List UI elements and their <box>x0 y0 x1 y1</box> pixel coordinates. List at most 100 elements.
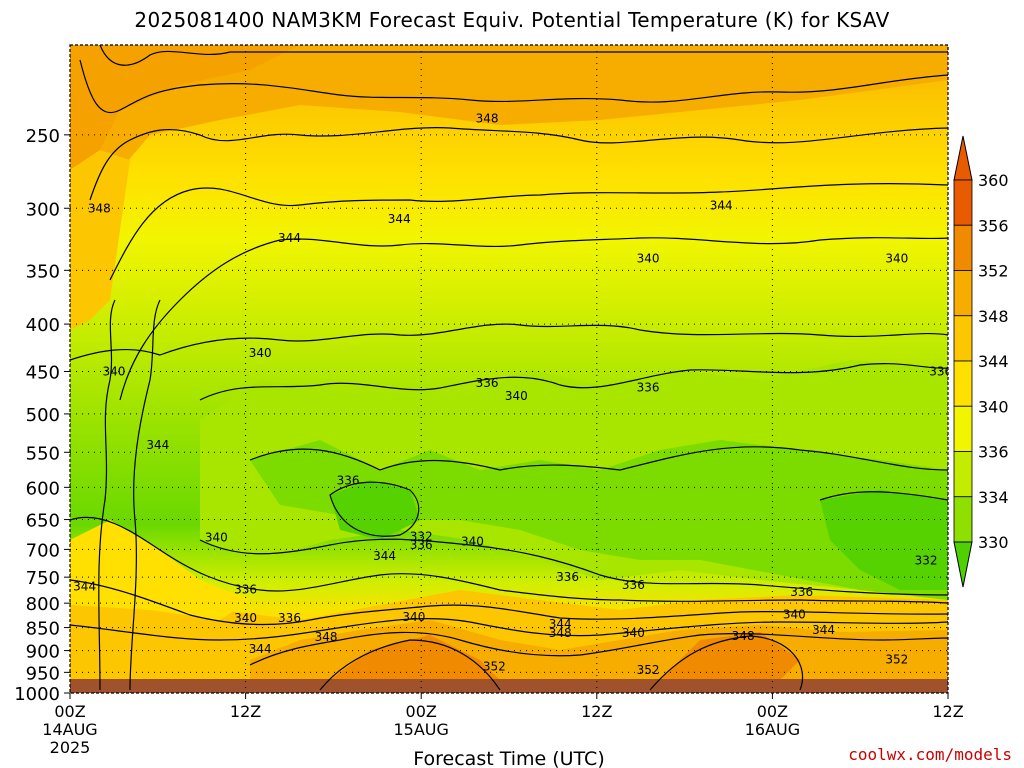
plot-frame <box>69 44 949 694</box>
y-tick-label: 450 <box>26 363 60 384</box>
y-tick-label: 600 <box>26 478 60 499</box>
contour-340b <box>70 323 948 361</box>
contour-label: 340 <box>505 389 528 403</box>
colorbar-segment <box>953 496 973 543</box>
contour-label: 340 <box>622 626 645 640</box>
x-tick-label: 12Z <box>581 702 612 721</box>
contour-340c <box>70 516 948 604</box>
y-tick-label: 950 <box>26 663 60 684</box>
colorbar-segment <box>953 360 973 407</box>
contour-356a <box>319 639 501 691</box>
theta-356-lower <box>330 635 500 680</box>
y-tick-label: 900 <box>26 642 60 663</box>
y-tick-label: 550 <box>26 443 60 464</box>
contour-label: 344 <box>146 438 169 452</box>
contour-label: 340 <box>205 531 228 545</box>
contour-label: 348 <box>476 111 499 125</box>
colorbar-segment <box>953 451 973 498</box>
y-tick-label: 400 <box>26 315 60 336</box>
contour-356b <box>649 635 804 691</box>
colorbar-segment <box>953 405 973 452</box>
contour-label: 344 <box>710 199 733 213</box>
contour-label: 336 <box>556 570 579 584</box>
y-tick-label: 350 <box>26 261 60 282</box>
theta-348-left <box>70 150 130 330</box>
contour-340a <box>119 237 948 401</box>
x-tick-label: 16AUG <box>745 720 800 739</box>
contour-label: 352 <box>483 659 506 673</box>
contour-label: 340 <box>102 365 125 379</box>
colorbar-label: 336 <box>978 443 1009 462</box>
colorbar-label: 348 <box>978 307 1009 326</box>
x-tick-label: 2025 <box>50 738 91 757</box>
contour-label: 340 <box>234 611 257 625</box>
y-tick-label: 500 <box>26 405 60 426</box>
x-tick-label: 14AUG <box>42 720 97 739</box>
y-tick-label: 650 <box>26 511 60 532</box>
field-background <box>70 45 948 693</box>
contour-label: 340 <box>783 608 806 622</box>
contour-344a <box>109 183 948 281</box>
contour-label: 336 <box>929 365 952 379</box>
contour-label: 336 <box>476 376 499 390</box>
contour-334a <box>249 446 948 471</box>
theta-344-left-lower <box>70 520 250 620</box>
contour-348c <box>70 617 948 641</box>
contour-label: 344 <box>278 231 301 245</box>
colorbar-label: 352 <box>978 262 1009 281</box>
contour-label: 340 <box>885 252 908 266</box>
contour-348b <box>89 127 948 201</box>
grid <box>70 45 948 693</box>
x-tick-label: 00Z <box>406 702 437 721</box>
colorbar-label: 344 <box>978 352 1009 371</box>
contour-336b <box>199 538 948 596</box>
contour-352 <box>99 45 948 66</box>
contour-label: 336 <box>234 582 257 596</box>
x-tick-label: 00Z <box>54 702 85 721</box>
x-tick-label: 12Z <box>932 702 963 721</box>
contour-336a <box>199 362 948 401</box>
colorbar-label: 340 <box>978 397 1009 416</box>
contour-344b <box>70 579 948 626</box>
y-tick-label: 750 <box>26 568 60 589</box>
y-tick-label: 800 <box>26 594 60 615</box>
theta-330-region <box>330 480 420 540</box>
colorbar-arrow-top <box>953 135 973 181</box>
y-tick-label: 1000 <box>14 684 60 705</box>
contour-label: 336 <box>637 380 660 394</box>
theta-330-region-right <box>820 490 948 590</box>
contour-label: 332 <box>915 554 938 568</box>
colorbar-label: 334 <box>978 488 1009 507</box>
contour-label: 348 <box>315 630 338 644</box>
colorbar-segment <box>953 224 973 271</box>
contour-label: 344 <box>549 617 572 631</box>
contour-label: 336 <box>337 474 360 488</box>
contour-label: 348 <box>732 629 755 643</box>
contour-330a <box>329 481 420 537</box>
y-tick-label: 250 <box>26 126 60 147</box>
contour-label: 336 <box>278 611 301 625</box>
colorbar-segment <box>953 270 973 317</box>
contour-left-spike-b <box>129 299 161 691</box>
colorbar-arrow-bottom <box>953 541 973 588</box>
x-tick-label: 15AUG <box>393 720 448 739</box>
high-theta-upper-left <box>70 45 948 210</box>
contour-label: 340 <box>402 610 425 624</box>
contour-label: 344 <box>388 212 411 226</box>
colorbar-label: 330 <box>978 533 1009 552</box>
high-theta-upper-left-core <box>70 45 300 170</box>
contour-label: 344 <box>73 580 96 594</box>
contour-label: 340 <box>637 252 660 266</box>
contour-label: 340 <box>249 346 272 360</box>
contour-lines <box>70 45 948 691</box>
contour-label: 352 <box>885 652 908 666</box>
y-tick-label: 300 <box>26 199 60 220</box>
contour-label: 348 <box>549 626 572 640</box>
contour-348a <box>79 59 948 114</box>
chart-title: 2025081400 NAM3KM Forecast Equiv. Potent… <box>134 8 890 32</box>
credit-text: coolwx.com/models <box>848 745 1012 764</box>
contour-label: 336 <box>410 538 433 552</box>
contour-label: 336 <box>790 585 813 599</box>
x-tick-label: 12Z <box>230 702 261 721</box>
